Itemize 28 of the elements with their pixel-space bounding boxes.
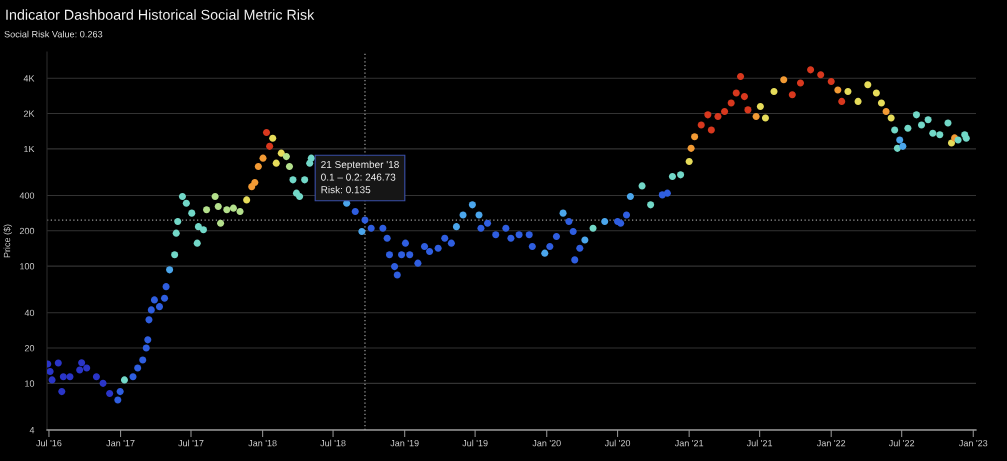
- y-tick-label: 20: [24, 345, 35, 352]
- x-tick-label: Jul '19: [462, 439, 488, 447]
- y-tick-label: 2K: [23, 110, 35, 117]
- y-tick-label: 100: [20, 263, 35, 270]
- annotation: 21 September '18 0.1 – 0.2: 246.73 Risk: 0.135: [321, 160, 399, 194]
- x-tick-label: Jul '21: [746, 439, 773, 447]
- x-tick-label: Jan '19: [390, 439, 419, 447]
- x-tick-label: Jan '21: [674, 439, 704, 447]
- y-tick-label: 4: [29, 427, 35, 434]
- chart-subtitle: Social Risk Value: 0.263: [4, 30, 103, 38]
- chart-title: Indicator Dashboard Historical Social Metric Risk: [6, 9, 315, 20]
- y-tick-label: 400: [19, 192, 35, 199]
- x-tick-label: Jul '20: [604, 439, 631, 447]
- y-tick-label: 200: [19, 227, 35, 235]
- x-tick-label: Jan '22: [816, 439, 846, 447]
- x-tick-label: Jul '22: [888, 439, 915, 447]
- y-axis-title: Price ($): [3, 224, 12, 258]
- x-tick-label: Jul '16: [36, 439, 62, 447]
- x-tick-label: Jan '17: [106, 440, 135, 447]
- y-tick-label: 4K: [23, 75, 35, 82]
- y-tick-label: 40: [24, 309, 35, 317]
- x-tick-label: Jan '20: [532, 439, 561, 447]
- x-tick-label: Jan '23: [959, 439, 988, 447]
- x-tick-label: Jan '18: [248, 439, 277, 447]
- x-tick-label: Jul '18: [320, 439, 346, 447]
- x-tick-label: Jul '17: [178, 439, 204, 447]
- y-tick-label: 1K: [24, 145, 35, 153]
- y-tick-label: 10: [25, 380, 35, 387]
